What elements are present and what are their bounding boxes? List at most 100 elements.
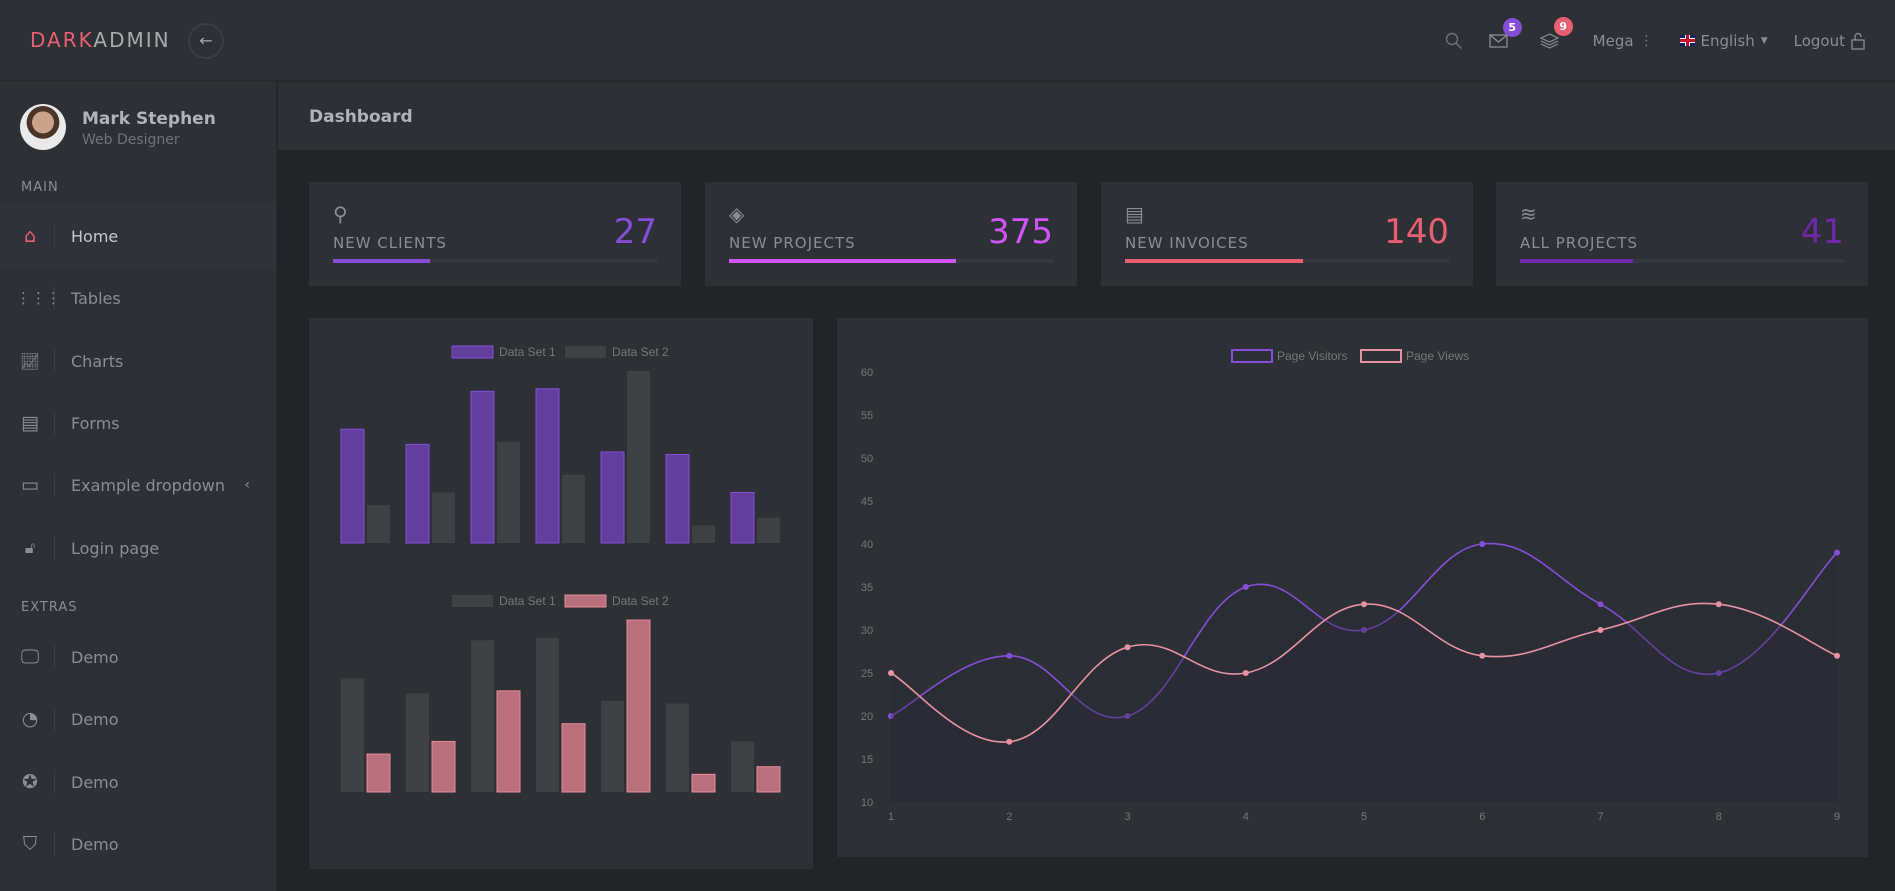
sidebar-item-charts[interactable]: 📈︎ Charts [0,330,276,392]
legend-swatch-data-set-1 [452,595,493,607]
sidebar-item-demo[interactable]: ✪ Demo [0,751,276,813]
bar[interactable] [470,390,495,544]
data-point[interactable] [1361,601,1367,608]
sidebar-item-demo[interactable]: ⛉ Demo [0,813,276,875]
bar[interactable] [756,766,781,793]
stat-card-all-projects: ≋ ALL PROJECTS 41 [1496,182,1868,286]
sidebar-item-login-page[interactable]: 🔓︎ Login page [0,517,276,579]
legend-swatch-data-set-2 [564,594,607,608]
mega-menu-button[interactable]: Mega ⋮ [1592,31,1654,50]
stat-value: 140 [1384,212,1449,252]
y-tick-label: 20 [861,711,873,723]
user-role: Web Designer [82,132,180,148]
y-tick-label: 40 [861,539,873,551]
data-point[interactable] [1361,627,1367,633]
bar[interactable] [691,773,716,793]
bar[interactable] [627,371,650,543]
bar[interactable] [471,640,494,792]
series-line [890,602,1838,743]
data-point[interactable] [1597,627,1604,633]
bar[interactable] [431,740,456,793]
arrow-left-icon: ← [199,31,213,50]
sidebar-item-tables[interactable]: ⋮⋮⋮ Tables [0,267,276,329]
bar[interactable] [497,441,520,543]
bar[interactable] [730,491,755,544]
sidebar-item-home[interactable]: ⌂ Home [0,205,276,267]
data-point[interactable] [1242,670,1249,676]
bar[interactable] [367,505,390,543]
sidebar: Mark Stephen Web Designer MAIN ⌂ Home ⋮⋮⋮… [0,81,277,891]
progress-bar [1520,259,1844,263]
pie-chart-icon: ◔ [21,708,39,730]
bar[interactable] [496,690,521,793]
bar[interactable] [561,723,586,793]
data-point[interactable] [1124,644,1131,651]
search-button[interactable] [1445,32,1463,50]
data-point[interactable] [1242,584,1249,590]
bar[interactable] [601,700,624,792]
legend-swatch-data-set-2 [565,346,606,358]
x-tick-label: 5 [1361,811,1367,823]
y-tick-label: 15 [861,754,873,766]
series-area [891,603,1837,802]
legend: Page Visitors Page Views [1231,349,1469,363]
notifications-button[interactable]: 9 [1539,16,1573,49]
data-point[interactable] [1479,541,1486,547]
user-name: Mark Stephen [82,109,216,129]
data-point[interactable] [1715,670,1722,676]
data-point[interactable] [1479,652,1486,659]
data-point[interactable] [1834,549,1840,556]
bar[interactable] [340,428,365,544]
y-tick-label: 50 [861,453,873,465]
data-point[interactable] [1006,652,1013,659]
data-point[interactable] [888,670,894,676]
sidebar-item-demo[interactable]: 🖵︎ Demo [0,626,276,688]
brand-logo[interactable]: DARKADMIN [30,28,171,52]
avatar[interactable] [20,104,66,150]
language-dropdown[interactable]: English ▼ [1679,32,1768,50]
y-tick-label: 45 [861,496,873,508]
sidebar-item-forms[interactable]: ▤ Forms [0,392,276,454]
legend-top: Data Set 1 Data Set 2 [451,345,669,359]
data-point[interactable] [888,713,894,719]
data-point[interactable] [1597,601,1604,608]
x-tick-label: 8 [1716,811,1722,823]
bar[interactable] [405,443,430,544]
sidebar-toggle-button[interactable]: ← [188,23,224,59]
bar[interactable] [535,388,560,544]
stack-icon [1539,32,1559,49]
y-tick-label: 30 [861,625,873,637]
bar[interactable] [692,525,715,543]
data-point[interactable] [1006,738,1013,745]
bar[interactable] [600,451,625,544]
progress-bar [333,259,657,263]
data-point[interactable] [1834,652,1840,659]
legend-bottom: Data Set 1 Data Set 2 [452,594,669,608]
y-tick-label: 35 [861,582,873,594]
bar[interactable] [757,517,780,543]
bar[interactable] [626,619,651,793]
bar[interactable] [665,454,690,544]
data-point[interactable] [1715,601,1722,608]
bar[interactable] [562,474,585,543]
bar[interactable] [536,637,559,792]
bar-charts-panel: Data Set 1 Data Set 2 Data Set 1 Data Se… [309,318,813,869]
logout-button[interactable]: Logout [1794,32,1865,50]
series-area [891,543,1837,802]
sidebar-item-example-dropdown[interactable]: ▭ Example dropdown ‹ [0,454,276,516]
caret-down-icon: ▼ [1760,35,1768,46]
bar[interactable] [366,753,391,793]
sidebar-item-demo[interactable]: ◔ Demo [0,688,276,750]
bar[interactable] [406,693,429,792]
bar[interactable] [666,703,689,793]
page-title-bar: Dashboard [278,82,1895,150]
legend-label: Data Set 1 [499,345,556,359]
legend-label: Data Set 2 [612,594,669,608]
messages-button[interactable]: 5 [1489,17,1522,48]
data-point[interactable] [1124,713,1131,719]
bar[interactable] [731,741,754,792]
bar[interactable] [432,492,455,543]
bar[interactable] [341,678,364,792]
x-tick-label: 9 [1834,811,1840,823]
vertical-dots-icon: ⋮ [1639,32,1654,49]
